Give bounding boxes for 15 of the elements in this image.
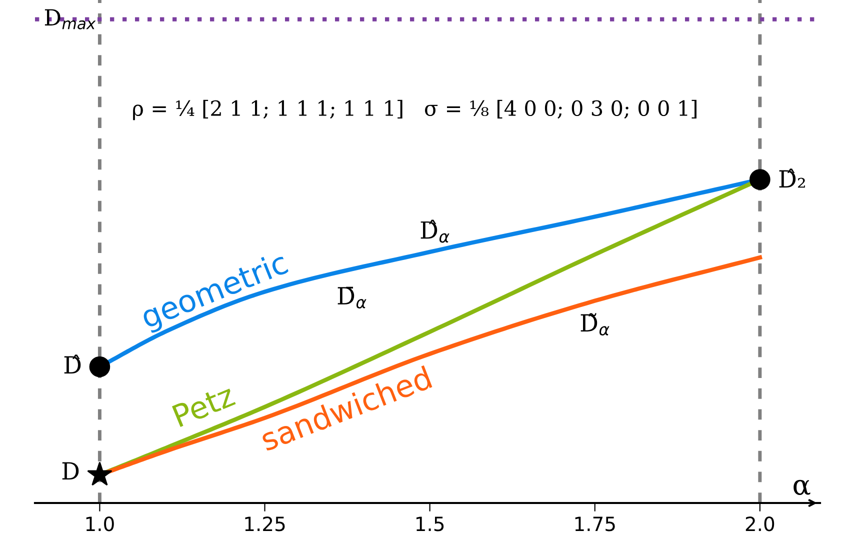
ref-line-label: D$_{max}$	[44, 9, 96, 30]
annotation: D̂$_{α}$	[420, 220, 450, 243]
text: ρ = ¼ [2 1 1; 1 1 1; 1 1 1] σ = ⅛ [4 0 0; 0 3 0; 0 0 1]	[133, 100, 696, 120]
text: Petz	[172, 383, 236, 428]
x-tick-label: 1.75	[575, 516, 615, 532]
annotation: D̃$_{α}$	[580, 313, 610, 336]
annotation: D̂	[64, 354, 81, 374]
annotation: D	[62, 462, 79, 480]
x-tick-label: 1.0	[86, 516, 114, 532]
annotation: D̄$_{α}$	[338, 286, 366, 308]
x-tick-label: 2.0	[746, 516, 774, 532]
x-tick-label: 1.25	[245, 516, 285, 532]
x-axis-title: α	[794, 480, 810, 496]
annotation: D̂₂	[779, 168, 805, 188]
x-tick-label: 1.5	[416, 516, 444, 532]
